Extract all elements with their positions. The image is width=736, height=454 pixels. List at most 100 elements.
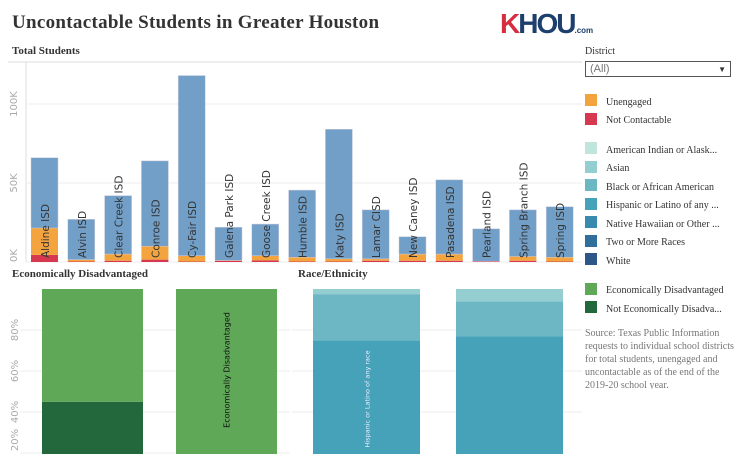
bar-label: Pasadena ISD [445,186,457,258]
bar-segment-asian [313,289,420,295]
source-note: Source: Texas Public Information request… [585,327,734,389]
bar-total [251,223,280,256]
bar-total [177,75,206,256]
bar-segment-not-economically-disadvantaged [42,401,143,454]
legend-swatch [585,142,597,155]
bar-not-contactable [31,254,58,262]
bar-unengaged [362,258,390,261]
district-dropdown[interactable]: (All) ▼ [585,61,731,77]
bar-label: Alvin ISD [77,211,89,258]
bar-label: Conroe ISD [150,199,162,258]
legend-swatch [585,112,597,125]
bar-total [545,206,574,258]
legend-swatch [585,253,597,266]
legend-item[interactable]: Hispanic or Latino of any ... [585,197,735,216]
bar-label: New Caney ISD [408,177,420,258]
bar-segment-hispanic-or-latino-of-any-race [456,336,563,454]
bar-total [509,209,537,257]
bar-not-contactable [104,260,132,262]
econ-title: Economically Disadvantaged [12,268,148,280]
econ-chart: 20% 40% 60% 80% Economically Disadvantaged [10,289,290,454]
legend-item[interactable]: Economically Disadvantaged [585,282,735,301]
total-students-title: Total Students [12,45,80,57]
bar-unengaged [251,255,279,261]
district-dropdown-value: (All) [590,63,610,75]
y-tick-label: 20% [10,429,21,451]
bar-not-contactable [251,260,279,262]
bar-total [214,226,243,261]
bar-total [325,129,353,260]
legend-item[interactable]: Black or African American [585,178,735,197]
bar-label: Economically Disadvantaged [223,312,232,428]
bar-segment-asian [456,289,563,302]
bar-label: Katy ISD [334,213,346,258]
bar-not-contactable [141,259,169,262]
bar-label: Cy-Fair ISD [187,201,199,258]
bar-label: Pearland ISD [482,191,494,258]
legend-item[interactable]: Unengaged [585,93,735,112]
bar-not-contactable [509,260,537,262]
y-tick-label: 80% [10,319,21,341]
legend-label: White [606,255,631,267]
bar-unengaged [288,257,316,262]
bar-unengaged [435,254,463,261]
legend-item[interactable]: Not Economically Disadva... [585,300,735,319]
bar-total [288,189,316,258]
bar-segment-economically-disadvantaged [176,289,277,454]
bar-not-contactable [399,260,426,262]
legend-label: Two or More Races [606,237,685,249]
bar-label: Galena Park ISD [224,174,236,258]
bar-unengaged [399,254,426,261]
y-tick-label: 40% [10,401,21,423]
bar-segment-hispanic-or-latino-of-any-race [313,340,420,454]
race-chart: Hispanic or Latino of any race [292,289,582,454]
race-title: Race/Ethnicity [298,268,368,280]
legend-item[interactable]: White [585,252,735,271]
legend-item[interactable]: Two or More Races [585,234,735,253]
legend-swatch [585,301,597,314]
legend-item[interactable]: Native Hawaiian or Other ... [585,215,735,234]
legend-swatch [585,282,597,295]
chevron-down-icon: ▼ [718,64,726,74]
page-title: Uncontactable Students in Greater Housto… [12,12,380,33]
legend-item[interactable]: Asian [585,160,735,179]
bar-unengaged [509,256,537,261]
legend-label: Economically Disadvantaged [606,285,724,297]
bar-total [67,219,96,260]
total-students-chart: 0K 50K 100K Aldine ISD Alvin ISD Clear Creek … [8,61,582,263]
legend-swatch [585,160,597,173]
bar-label: Spring Branch ISD [518,163,530,258]
bar-label: Hispanic or Latino of any race [364,350,372,447]
bar-unengaged [141,246,169,260]
y-tick-label: 60% [10,360,21,382]
legend-swatch [585,94,597,107]
bar-total [30,157,59,229]
legend-label: Hispanic or Latino of any ... [606,200,719,212]
bar-not-contactable [215,260,242,262]
legend-label: Not Contactable [606,115,672,127]
bar-not-contactable [362,260,390,262]
legend-label: Native Hawaiian or Other ... [606,218,720,230]
bar-total [398,236,427,255]
legend-label: American Indian or Alask... [606,144,718,156]
bar-total [141,160,169,247]
bar-total [472,228,500,262]
legend-item[interactable]: Not Contactable [585,112,735,131]
bar-label: Lamar CISD [371,196,383,258]
bar-segment-black-or-african-american [313,294,420,341]
bar-segment-black-or-african-american [456,301,563,337]
bar-unengaged [325,258,353,262]
legend-item[interactable]: American Indian or Alask... [585,141,735,160]
bar-unengaged [31,228,58,255]
bar-total [104,195,132,255]
legend-label: Asian [606,163,630,175]
legend-label: Black or African American [606,181,715,193]
legend-swatch [585,216,597,229]
legend-swatch [585,197,597,210]
bar-label: Spring ISD [555,203,567,258]
legend-swatch [585,179,597,192]
bar-label: Goose Creek ISD [261,170,273,258]
legend-swatch [585,234,597,247]
bar-unengaged [546,257,574,262]
bar-label: Aldine ISD [40,204,52,258]
